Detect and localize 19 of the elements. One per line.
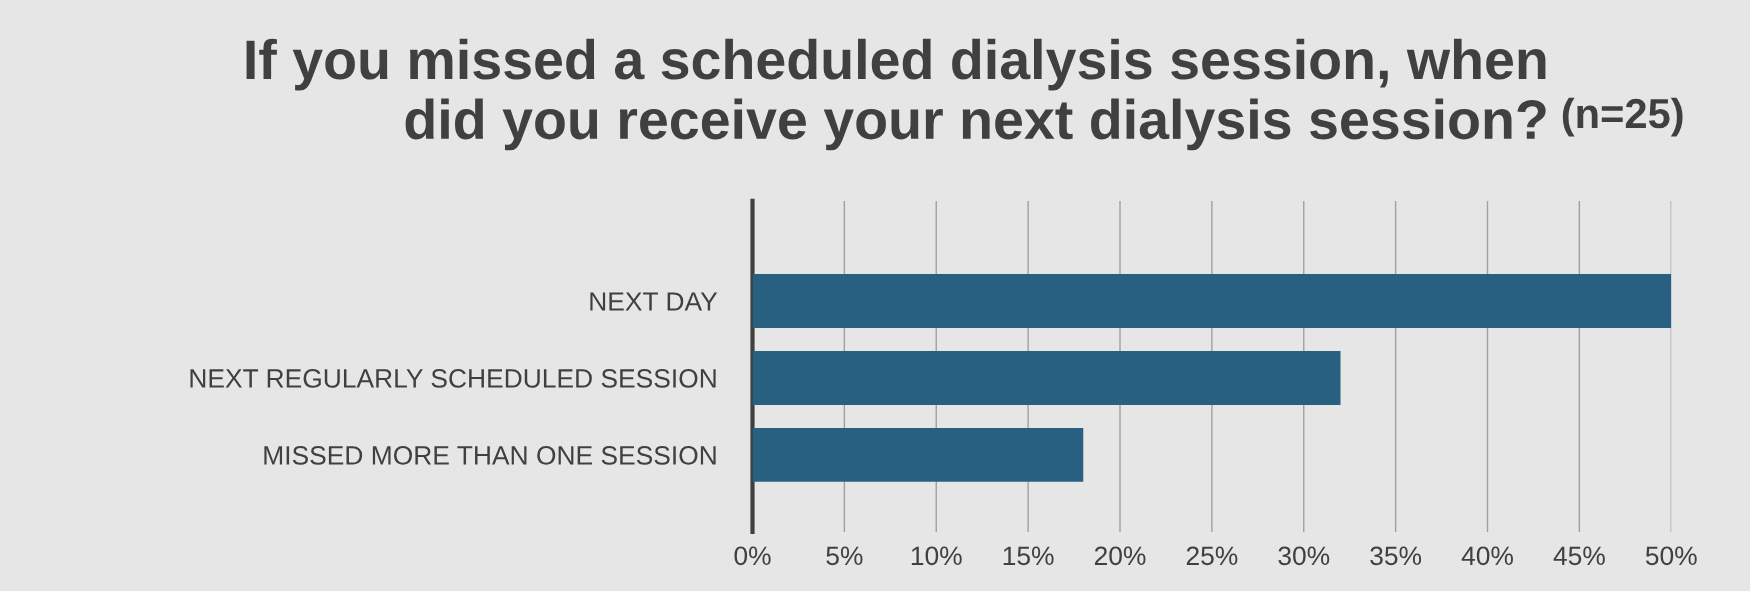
x-tick-label: 45% [1553,546,1605,566]
bar [752,427,1084,482]
x-tick-label: 35% [1370,546,1422,566]
x-tick-label: 40% [1461,546,1513,566]
x-tick-label: 50% [1645,546,1697,566]
x-tick-label: 5% [826,546,863,566]
x-tick-label: 25% [1186,546,1238,566]
chart-title: If you missed a scheduled dialysis session, when did you receive your next dialysis session? [246,38,1546,151]
x-tick-label: 0% [734,546,771,566]
y-tick-label: NEXT DAY [590,292,718,311]
y-tick-label: MISSED MORE THAN ONE SESSION [264,446,716,465]
chart-subtitle: (n=25) [1562,97,1683,137]
x-tick-label: 10% [911,546,962,566]
x-tick-label: 20% [1094,546,1146,566]
bar [752,274,1672,328]
x-tick-label: 30% [1278,546,1330,566]
bar [752,351,1341,405]
x-tick-label: 15% [1003,546,1054,566]
y-tick-label: NEXT REGULARLY SCHEDULED SESSION [190,369,716,388]
